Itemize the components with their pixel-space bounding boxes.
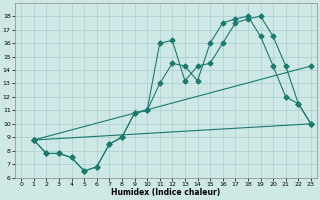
X-axis label: Humidex (Indice chaleur): Humidex (Indice chaleur): [111, 188, 221, 197]
